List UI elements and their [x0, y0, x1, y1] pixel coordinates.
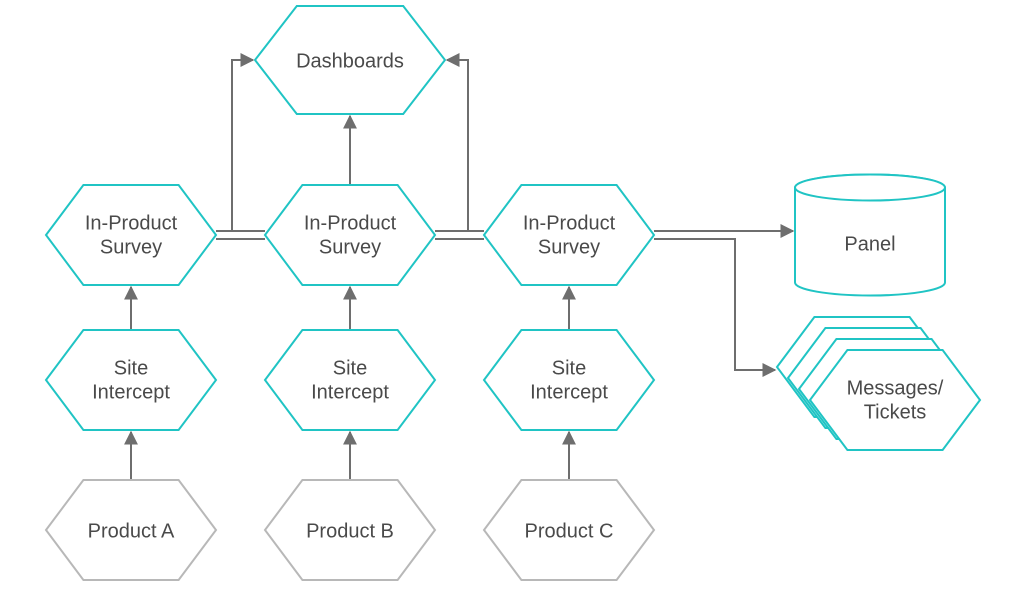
panel-label-group: Panel: [844, 233, 895, 255]
flow-diagram: DashboardsIn-ProductSurveyIn-ProductSurv…: [0, 0, 1024, 599]
product_a-label1: Product A: [88, 520, 175, 542]
intercept_c-label1: Site: [552, 357, 586, 379]
survey_c-label2: Survey: [538, 236, 600, 258]
survey_c-shape: [484, 185, 654, 285]
intercept_c-shape: [484, 330, 654, 430]
product_c-label-group: Product C: [525, 520, 614, 542]
intercept_a-label1: Site: [114, 357, 148, 379]
survey_b-label2: Survey: [319, 236, 381, 258]
survey_a-label1: In-Product: [85, 212, 178, 234]
dashboards-label1: Dashboards: [296, 50, 404, 72]
intercept_c-label2: Intercept: [530, 381, 608, 403]
survey_b-label1: In-Product: [304, 212, 397, 234]
edge-rail_bc_to_d: [447, 60, 468, 231]
messages-label2: Tickets: [864, 401, 927, 423]
messages-layer0-shape: [810, 350, 980, 450]
survey_c-label1: In-Product: [523, 212, 616, 234]
intercept_b-shape: [265, 330, 435, 430]
survey_a-shape: [46, 185, 216, 285]
edge-rail_ab_to_d: [232, 60, 253, 231]
intercept_b-label1: Site: [333, 357, 367, 379]
messages-label1: Messages/: [847, 377, 944, 399]
panel-label1: Panel: [844, 233, 895, 255]
product_c-label1: Product C: [525, 520, 614, 542]
panel-top: [795, 175, 945, 201]
intercept_a-label2: Intercept: [92, 381, 170, 403]
product_a-label-group: Product A: [88, 520, 175, 542]
intercept_a-shape: [46, 330, 216, 430]
survey_a-label2: Survey: [100, 236, 162, 258]
survey_b-shape: [265, 185, 435, 285]
product_b-label1: Product B: [306, 520, 394, 542]
intercept_b-label2: Intercept: [311, 381, 389, 403]
product_b-label-group: Product B: [306, 520, 394, 542]
dashboards-label-group: Dashboards: [296, 50, 404, 72]
edge-sc_to_msgs: [654, 239, 775, 370]
